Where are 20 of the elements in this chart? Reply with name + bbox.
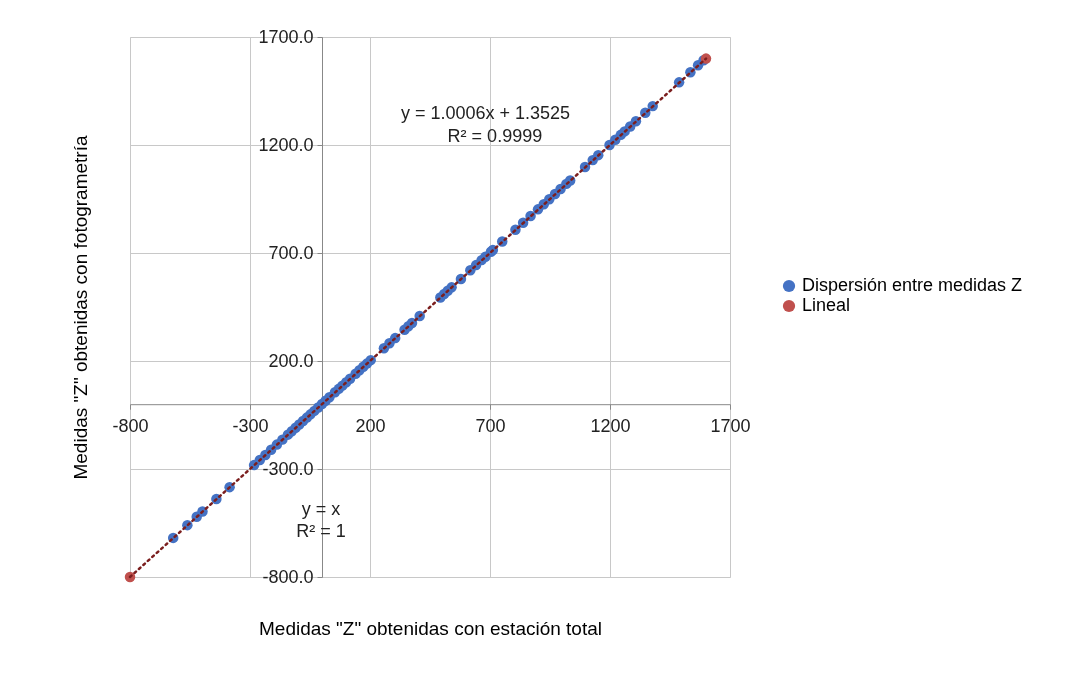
annotation: y = x (301, 498, 341, 519)
x-tick-label: 200 (355, 415, 386, 436)
y-tick-label: 1700.0 (258, 26, 314, 47)
y-tick-label: 1200.0 (258, 134, 314, 155)
annotation: R² = 1 (296, 520, 346, 541)
y-tick-label: 200.0 (268, 350, 314, 371)
x-axis-title: Medidas "Z" obtenidas con estación total (258, 617, 603, 639)
x-tick-label: 700 (475, 415, 506, 436)
legend-label: Lineal (802, 295, 851, 315)
y-tick-label: 700.0 (268, 242, 314, 263)
legend-label: Dispersión entre medidas Z (802, 275, 1023, 295)
y-tick-label: -800.0 (262, 566, 314, 587)
annotation: y = 1.0006x + 1.3525 (400, 102, 571, 123)
x-tick-label: 1700 (710, 415, 751, 436)
x-tick-label: -300 (232, 415, 269, 436)
y-axis-title: Medidas "Z" obtenidas con fotogrametría (69, 135, 91, 480)
annotation: R² = 0.9999 (447, 125, 543, 146)
x-tick-label: 1200 (590, 415, 631, 436)
y-tick-label: -300.0 (262, 458, 314, 479)
x-tick-label: -800 (112, 415, 149, 436)
